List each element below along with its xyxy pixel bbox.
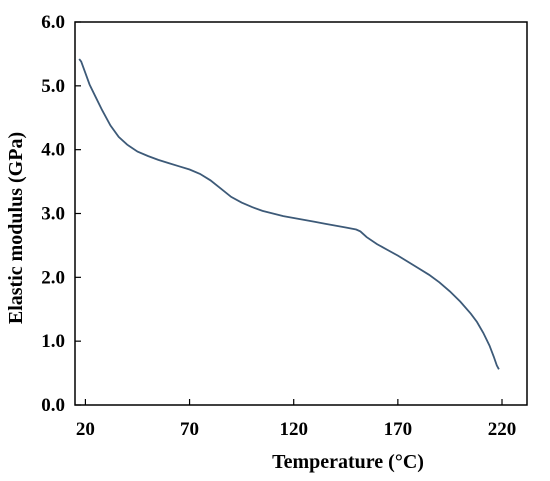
elastic-modulus-line	[78, 58, 500, 370]
x-axis-ticks: 20 70 120 170 220	[76, 399, 516, 440]
x-tick-label: 70	[180, 419, 199, 440]
y-axis-title: Elastic modulus (GPa)	[5, 132, 27, 324]
y-tick-label: 0.0	[41, 395, 65, 416]
x-tick-label: 120	[279, 419, 308, 440]
y-axis-ticks: 0.0 1.0 2.0 3.0 4.0 5.0 6.0	[41, 12, 81, 416]
x-tick-label: 170	[384, 419, 413, 440]
y-tick-label: 2.0	[41, 267, 65, 288]
x-tick-label: 20	[76, 419, 95, 440]
y-tick-label: 4.0	[41, 140, 65, 161]
y-tick-label: 6.0	[41, 12, 65, 33]
plot-area-frame	[74, 21, 528, 406]
x-tick-label: 220	[488, 419, 517, 440]
y-tick-label: 1.0	[41, 331, 65, 352]
y-tick-label: 3.0	[41, 204, 65, 225]
y-tick-label: 5.0	[41, 76, 65, 97]
x-axis-title: Temperature (°C)	[272, 451, 424, 473]
